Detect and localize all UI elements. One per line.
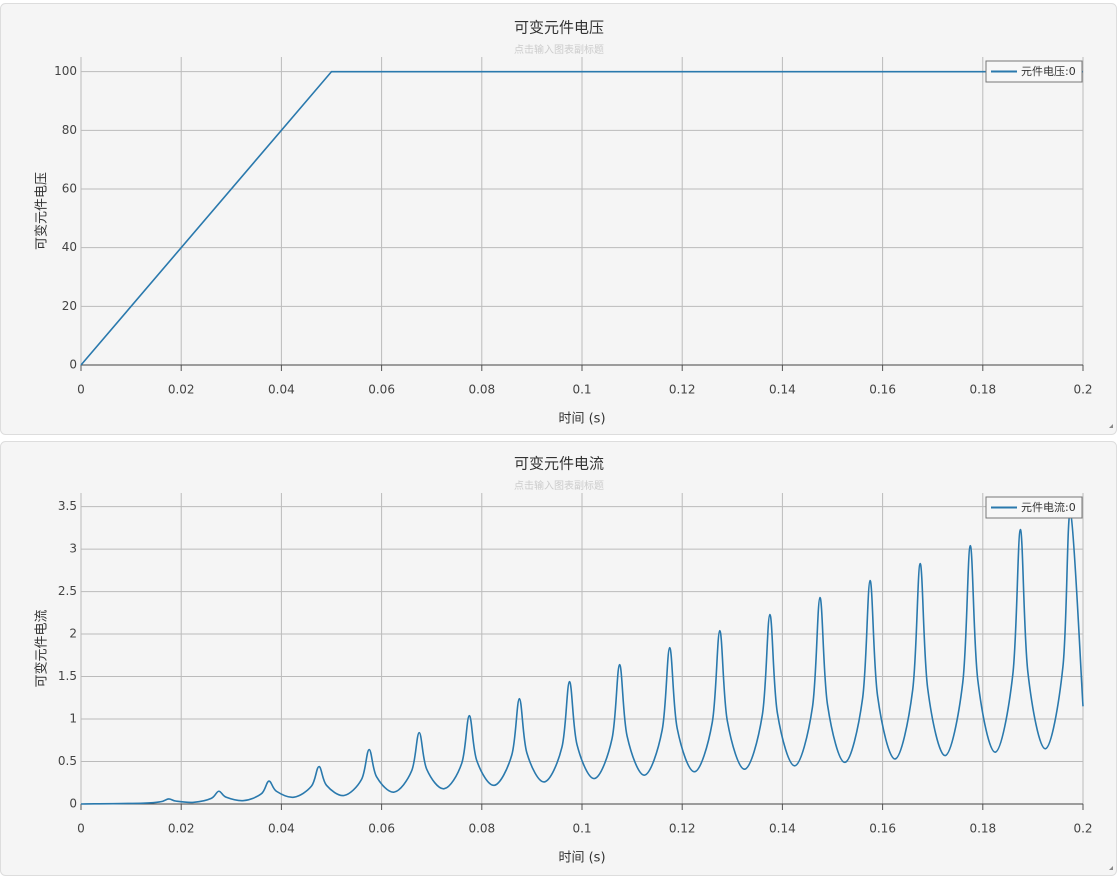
x-tick-label: 0.02 — [168, 822, 195, 836]
x-tick-label: 0.16 — [869, 383, 896, 397]
x-tick-label: 0.06 — [368, 822, 395, 836]
chart-subtitle: 点击输入图表副标题 — [514, 43, 604, 56]
legend-label: 元件电压:0 — [1021, 65, 1076, 78]
resize-handle[interactable] — [1109, 424, 1113, 428]
resize-handle[interactable] — [1109, 866, 1113, 870]
x-tick-label: 0 — [77, 822, 85, 836]
x-tick-label: 0.2 — [1073, 822, 1092, 836]
x-tick-label: 0.18 — [969, 383, 996, 397]
data-line — [80, 70, 1083, 366]
data-line — [80, 511, 1084, 805]
panel — [0, 441, 1117, 876]
x-tick-label: 0.18 — [969, 822, 996, 836]
x-tick-label: 0 — [77, 383, 85, 397]
x-tick-label: 0.12 — [669, 383, 696, 397]
y-tick-label: 0 — [69, 797, 77, 811]
x-tick-label: 0.14 — [769, 383, 796, 397]
x-tick-label: 0.08 — [468, 822, 495, 836]
x-tick-label: 0.1 — [572, 822, 591, 836]
chart-title: 可变元件电流 — [514, 455, 604, 473]
x-tick-label: 0.02 — [168, 383, 195, 397]
legend-box — [985, 60, 1083, 83]
y-tick-label: 1 — [69, 712, 77, 726]
y-tick-label: 2.5 — [58, 584, 77, 598]
y-tick-label: 3.5 — [58, 499, 77, 513]
x-axis-title: 时间 (s) — [558, 412, 605, 427]
x-tick-label: 0.12 — [669, 822, 696, 836]
chart-subtitle: 点击输入图表副标题 — [514, 479, 604, 492]
legend-label: 元件电流:0 — [1021, 500, 1076, 514]
panel — [0, 3, 1117, 435]
legend-box — [985, 496, 1083, 519]
x-tick-label: 0.14 — [769, 822, 796, 836]
x-tick-label: 0.1 — [572, 383, 591, 397]
y-tick-label: 2 — [69, 627, 77, 641]
x-tick-label: 0.04 — [268, 383, 295, 397]
x-tick-label: 0.04 — [268, 822, 295, 836]
x-tick-label: 0.08 — [468, 383, 495, 397]
y-tick-label: 40 — [62, 240, 77, 254]
y-tick-label: 0.5 — [58, 754, 77, 768]
x-tick-label: 0.06 — [368, 383, 395, 397]
x-tick-label: 0.16 — [869, 822, 896, 836]
y-tick-label: 20 — [62, 299, 77, 313]
y-axis-title: 可变元件电流 — [34, 609, 50, 687]
y-tick-label: 60 — [62, 182, 77, 196]
y-tick-label: 0 — [69, 358, 77, 372]
x-axis-title: 时间 (s) — [558, 851, 605, 866]
x-tick-label: 0.2 — [1073, 383, 1092, 397]
y-tick-label: 3 — [69, 542, 77, 556]
y-axis-title: 可变元件电压 — [34, 172, 50, 250]
y-tick-label: 80 — [62, 123, 77, 137]
y-tick-label: 1.5 — [58, 669, 77, 683]
y-tick-label: 100 — [54, 64, 77, 78]
chart-title: 可变元件电压 — [514, 19, 604, 37]
